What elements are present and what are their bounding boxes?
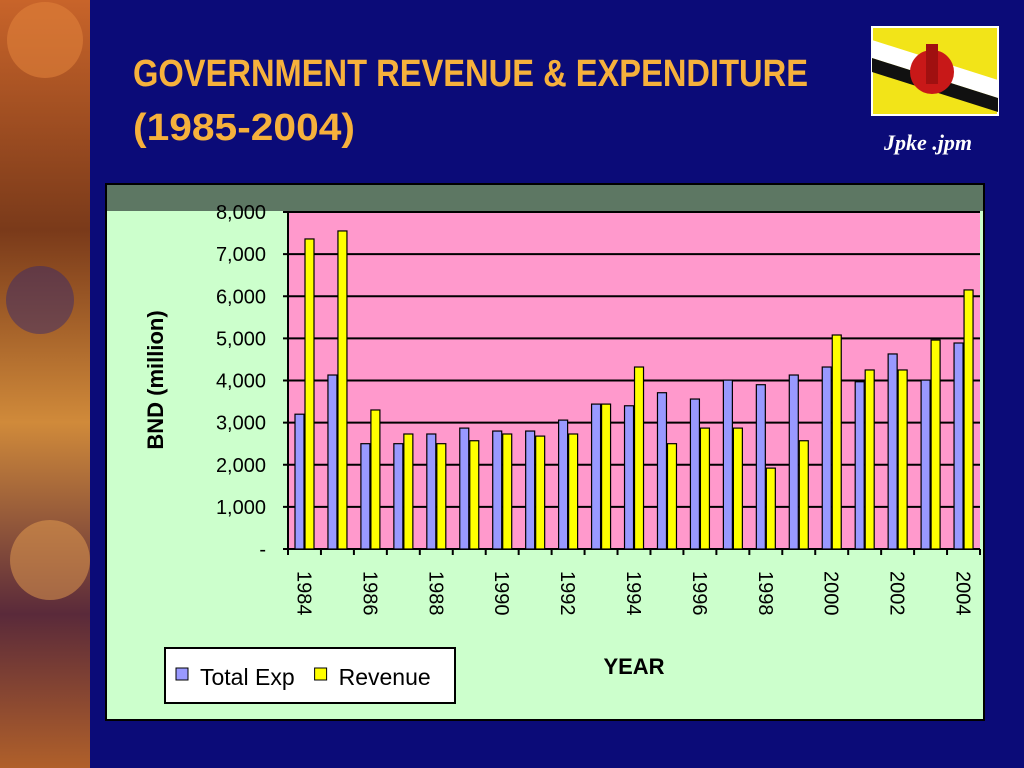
legend-box [164,647,456,704]
title: GOVERNMENT REVENUE & EXPENDITURE (1985-2… [133,53,808,149]
bar [436,443,447,550]
bar [633,366,645,550]
bar [426,433,437,550]
bar [864,369,875,550]
bar [535,435,546,550]
credit: Jpke .jpm [883,130,972,155]
bar [788,374,799,550]
bar [337,230,348,550]
x-tick-label: 1996 [688,571,710,616]
x-tick-label: 1994 [622,571,644,616]
x-tick-label: 1988 [424,571,446,616]
bar [666,443,678,550]
bar [403,433,414,550]
x-tick-label: 2002 [886,571,908,616]
x-tick-label: 1992 [556,571,578,616]
y-tick-label: 8,000 [216,202,266,224]
bar [765,467,776,550]
bar [525,430,536,550]
y-tick-label: 3,000 [216,413,266,435]
bar [854,381,865,550]
decor-gear [7,2,83,78]
bar [360,443,371,550]
bar [821,366,832,550]
y-tick-label: 7,000 [216,244,266,266]
bar [623,405,635,550]
y-tick-label: - [259,539,266,561]
bar [732,427,743,550]
chart-top-band [107,185,983,211]
title-line: (1985-2004) [133,107,355,149]
bar [722,379,733,550]
bar [755,384,766,550]
bar [920,379,931,550]
bar [492,430,503,550]
bar [469,440,480,550]
legend-label: Total Exp [200,664,295,690]
y-axis-title: BND (million) [143,310,168,449]
bar [699,427,711,550]
bar [393,443,404,550]
decor-gear [10,520,90,600]
bar [327,374,338,550]
legend-swatch [175,667,189,681]
legend-swatch [314,667,328,681]
bar [953,342,964,550]
flag [871,26,999,116]
bar [897,369,908,550]
bar [831,334,842,550]
decor-gear [6,266,74,334]
y-tick-label: 2,000 [216,455,266,477]
title-line: GOVERNMENT REVENUE & EXPENDITURE [133,53,808,95]
bar [304,238,315,550]
legend: Total Exp Revenue [164,647,456,704]
legend-label: Revenue [339,664,431,690]
y-tick-label: 1,000 [216,497,266,519]
bar [963,289,974,550]
x-tick-label: 1986 [358,571,380,616]
chart: - 1,000 2,000 3,000 4,000 5,000 6,000 7,000 8,00… [143,202,981,704]
bar [568,433,579,550]
decor-strip [0,0,90,768]
y-tick-label: 4,000 [216,371,266,393]
bar [798,440,809,550]
bar [459,427,470,550]
x-tick-label: 2004 [952,571,974,616]
bar [590,403,602,550]
x-tick-label: 1998 [754,571,776,616]
bar [600,403,612,550]
bar [656,392,668,550]
bar [294,413,305,550]
x-tick-label: 1990 [490,571,512,616]
y-tick-label: 6,000 [216,286,266,308]
x-tick-label: 2000 [820,571,842,616]
x-tick-label: 1984 [292,571,314,616]
bar [558,419,569,550]
bar [930,339,941,550]
bar [887,353,898,550]
x-axis-title: YEAR [603,654,664,679]
y-tick-label: 5,000 [216,328,266,350]
bar [502,433,513,550]
bar [689,398,701,550]
bar [370,409,381,550]
